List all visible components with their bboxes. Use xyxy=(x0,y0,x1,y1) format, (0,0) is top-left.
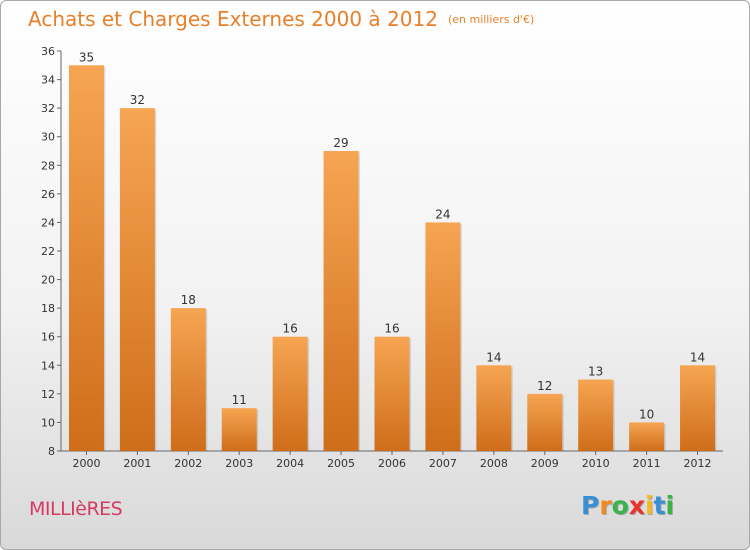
data-label: 16 xyxy=(384,322,399,336)
y-tick-label: 28 xyxy=(41,159,55,172)
data-label: 32 xyxy=(130,93,145,107)
x-tick-label: 2003 xyxy=(225,457,253,470)
y-tick-label: 12 xyxy=(41,388,55,401)
y-tick-label: 18 xyxy=(41,302,55,315)
bar xyxy=(527,393,563,451)
data-labels: 35 32 18 11 16 29 16 24 14 12 13 10 14 xyxy=(79,50,705,421)
data-label: 11 xyxy=(232,393,247,407)
x-tick-label: 2010 xyxy=(582,457,610,470)
brand-logo[interactable]: Proxiti xyxy=(581,491,674,520)
chart-title-text: Achats et Charges Externes 2000 à 2012 xyxy=(28,7,438,31)
bar xyxy=(221,408,257,451)
x-tick-label: 2002 xyxy=(174,457,202,470)
town-name: MILLIèRES xyxy=(29,498,123,520)
x-tick-label: 2012 xyxy=(684,457,712,470)
data-label: 14 xyxy=(690,350,705,364)
data-label: 35 xyxy=(79,50,94,64)
y-tick-label: 22 xyxy=(41,245,55,258)
bar xyxy=(578,379,614,451)
brand-letter: o xyxy=(611,491,629,520)
brand-letter: x xyxy=(628,491,645,520)
bar xyxy=(680,365,716,451)
data-label: 16 xyxy=(283,322,298,336)
bar xyxy=(170,308,206,451)
y-tick-label: 10 xyxy=(41,416,55,429)
data-label: 14 xyxy=(486,350,501,364)
x-tick-label: 2001 xyxy=(123,457,151,470)
y-tick-label: 30 xyxy=(41,131,55,144)
x-tick-label: 2009 xyxy=(531,457,559,470)
bar xyxy=(272,336,308,451)
brand-letter: i xyxy=(665,491,675,520)
x-tick-label: 2007 xyxy=(429,457,457,470)
bars xyxy=(68,65,717,452)
data-label: 12 xyxy=(537,379,552,393)
data-label: 13 xyxy=(588,365,603,379)
axes: 8 10 12 14 16 18 20 22 24 26 28 30 32 34 36 2000 2001 200… xyxy=(41,45,723,470)
brand-letter: r xyxy=(599,491,612,520)
x-tick-label: 2008 xyxy=(480,457,508,470)
brand-letter: t xyxy=(653,491,666,520)
x-tick-label: 2005 xyxy=(327,457,355,470)
brand-letter: i xyxy=(645,491,654,520)
data-label: 18 xyxy=(181,293,196,307)
x-tick-label: 2004 xyxy=(276,457,304,470)
y-tick-label: 16 xyxy=(41,331,55,344)
bar xyxy=(425,222,461,451)
bar xyxy=(119,108,155,452)
data-label: 10 xyxy=(639,407,654,421)
y-tick-label: 36 xyxy=(41,45,55,58)
x-tick-label: 2006 xyxy=(378,457,406,470)
bar xyxy=(68,65,104,452)
bar xyxy=(374,336,410,451)
y-tick-label: 34 xyxy=(41,74,55,87)
y-tick-label: 14 xyxy=(41,359,55,372)
x-tick-label: 2000 xyxy=(72,457,100,470)
chart-title: Achats et Charges Externes 2000 à 2012 (e… xyxy=(28,7,534,31)
brand-letter: P xyxy=(581,491,600,520)
y-tick-label: 20 xyxy=(41,274,55,287)
data-label: 24 xyxy=(435,207,450,221)
x-tick-label: 2011 xyxy=(633,457,661,470)
y-tick-label: 32 xyxy=(41,102,55,115)
y-tick-label: 24 xyxy=(41,216,55,229)
bar xyxy=(323,151,359,451)
bar xyxy=(476,365,512,451)
data-label: 29 xyxy=(333,136,348,150)
chart-subtitle: (en milliers d'€) xyxy=(447,13,535,26)
y-tick-label: 26 xyxy=(41,188,55,201)
bar xyxy=(629,422,665,451)
y-tick-label: 8 xyxy=(48,445,55,458)
